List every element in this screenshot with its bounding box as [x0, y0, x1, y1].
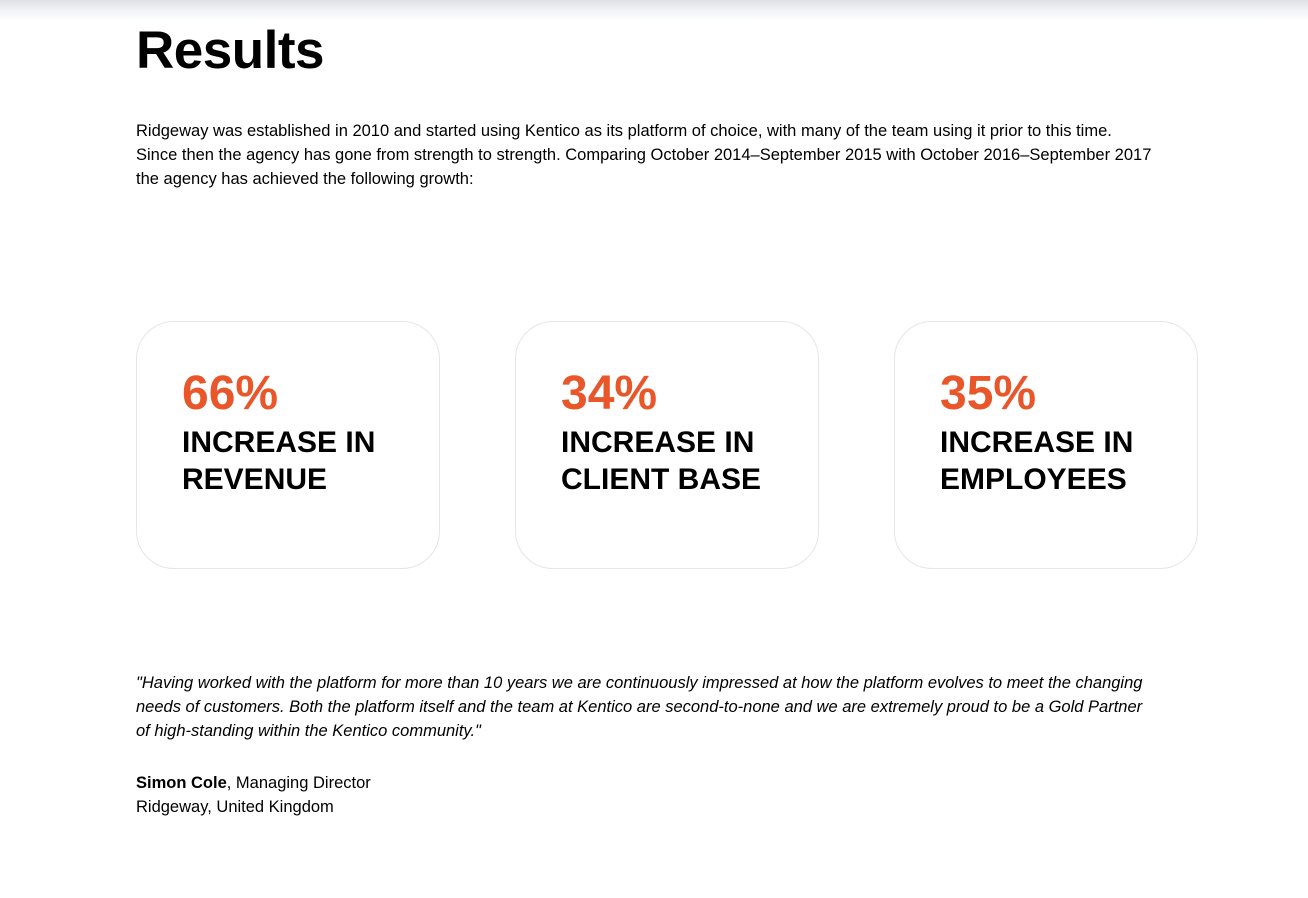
intro-paragraph: Ridgeway was established in 2010 and sta… — [136, 119, 1256, 191]
stat-label-line: EMPLOYEES — [940, 463, 1127, 496]
intro-line: the agency has achieved the following gr… — [136, 170, 474, 188]
stat-label: INCREASE IN CLIENT BASE — [561, 424, 801, 498]
stat-label: INCREASE IN REVENUE — [182, 424, 422, 498]
stat-card-client-base: 34% INCREASE IN CLIENT BASE — [515, 321, 819, 569]
stat-card-employees: 35% INCREASE IN EMPLOYEES — [894, 321, 1198, 569]
author-role: , Managing Director — [226, 774, 371, 792]
quote-line: of high-standing within the Kentico comm… — [136, 722, 481, 740]
intro-line: Since then the agency has gone from stre… — [136, 146, 1152, 164]
stat-label-line: CLIENT BASE — [561, 463, 762, 496]
stat-label: INCREASE IN EMPLOYEES — [940, 424, 1180, 498]
top-fade — [0, 0, 1308, 22]
testimonial-attribution: Simon Cole, Managing Director Ridgeway, … — [136, 771, 371, 819]
author-name: Simon Cole — [136, 774, 227, 792]
stat-value: 35% — [940, 367, 1037, 420]
stat-label-line: INCREASE IN — [561, 426, 755, 459]
stat-label-line: INCREASE IN — [940, 426, 1134, 459]
stats-cards: 66% INCREASE IN REVENUE 34% INCREASE IN … — [136, 321, 1200, 571]
author-line: Simon Cole, Managing Director — [136, 771, 371, 795]
quote-line: "Having worked with the platform for mor… — [136, 674, 1143, 692]
section-title: Results — [136, 21, 324, 80]
author-company: Ridgeway, United Kingdom — [136, 798, 334, 816]
intro-line: Ridgeway was established in 2010 and sta… — [136, 122, 1112, 140]
stat-value: 34% — [561, 367, 658, 420]
stat-label-line: INCREASE IN — [182, 426, 376, 459]
stat-value: 66% — [182, 367, 279, 420]
quote-line: needs of customers. Both the platform it… — [136, 698, 1143, 716]
testimonial-quote: "Having worked with the platform for mor… — [136, 671, 1256, 743]
stat-card-revenue: 66% INCREASE IN REVENUE — [136, 321, 440, 569]
stat-label-line: REVENUE — [182, 463, 328, 496]
